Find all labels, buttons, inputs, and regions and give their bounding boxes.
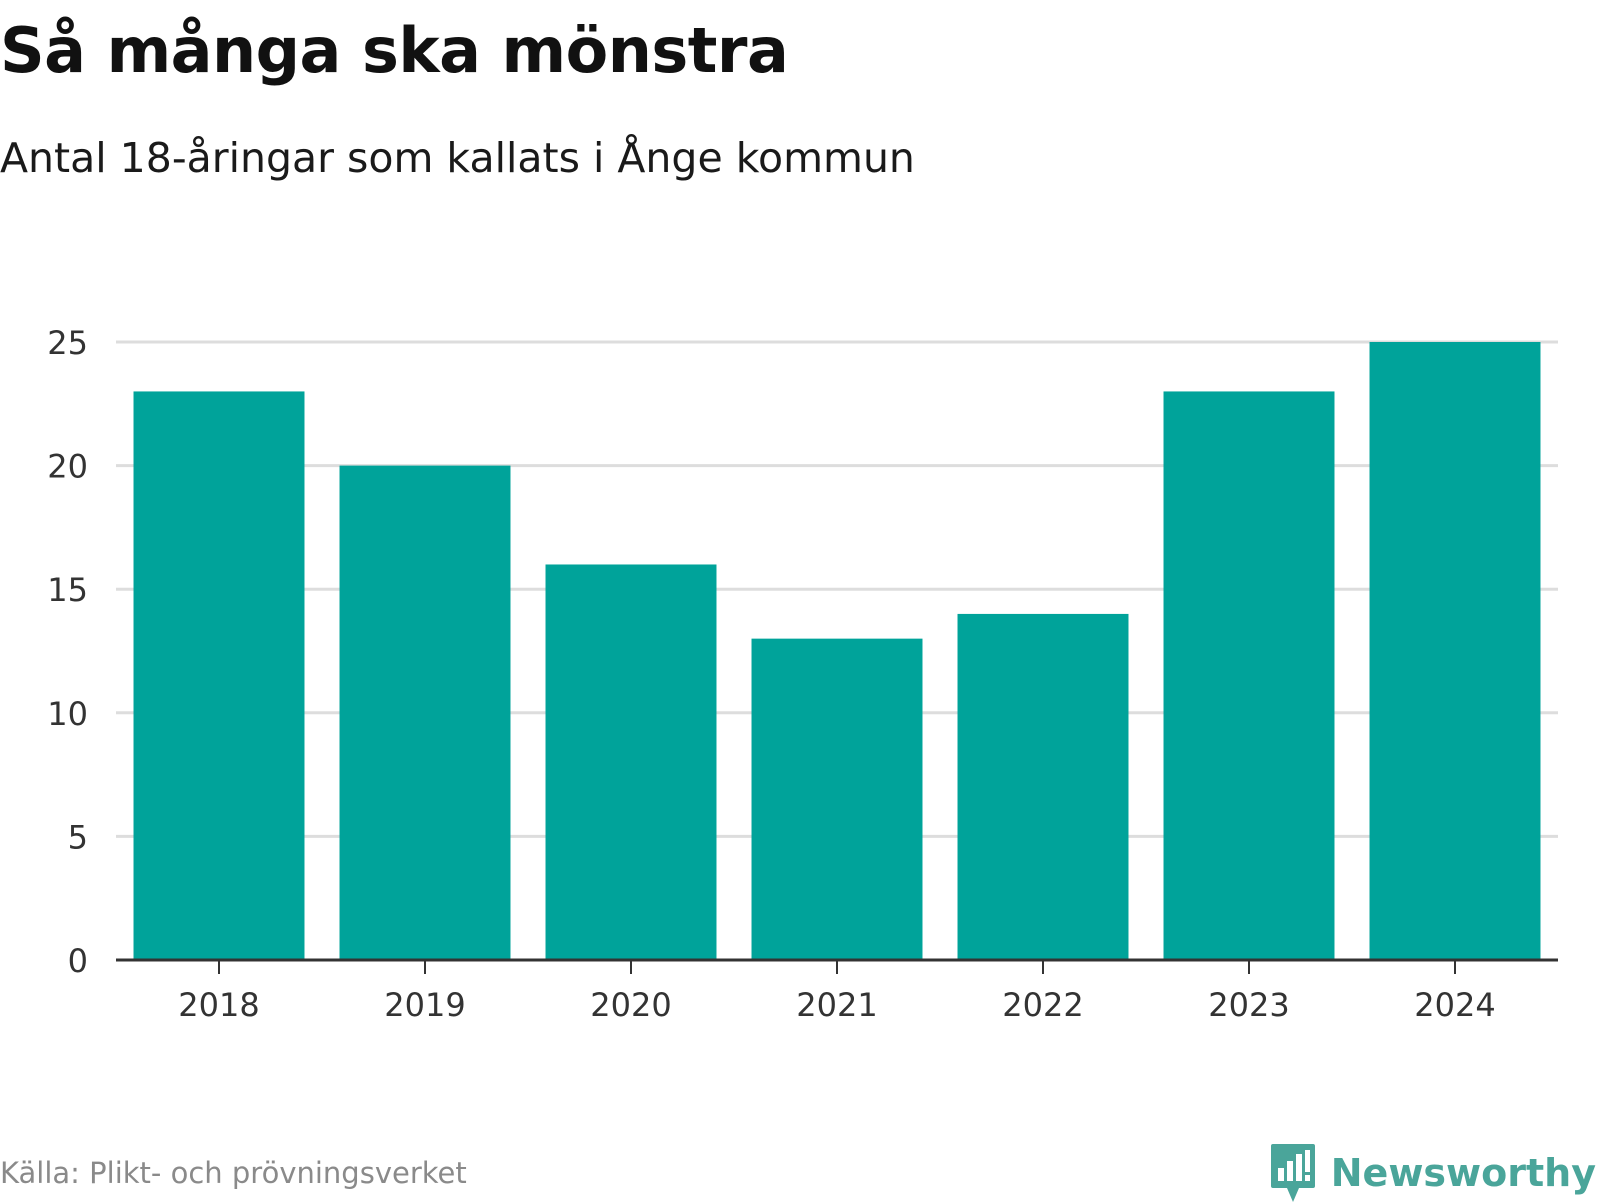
brand-name: Newsworthy xyxy=(1330,1151,1596,1195)
y-tick-label: 15 xyxy=(47,571,88,609)
y-tick-label: 20 xyxy=(47,448,88,486)
bar-2022 xyxy=(957,613,1129,960)
x-tick-label: 2021 xyxy=(796,986,877,1024)
x-tick-label: 2023 xyxy=(1208,986,1289,1024)
x-tick-label: 2018 xyxy=(178,986,259,1024)
y-tick-label: 25 xyxy=(47,324,88,362)
x-tick-label: 2020 xyxy=(590,986,671,1024)
bar-2024 xyxy=(1369,342,1541,960)
bar-2020 xyxy=(545,564,717,960)
y-tick-label: 0 xyxy=(68,942,88,980)
newsworthy-logo-icon xyxy=(1270,1144,1315,1202)
x-tick-label: 2022 xyxy=(1002,986,1083,1024)
x-tick-label: 2019 xyxy=(384,986,465,1024)
bar-2018 xyxy=(133,391,305,960)
y-tick-label: 5 xyxy=(68,818,88,856)
brand-logo: Newsworthy xyxy=(1269,1142,1596,1204)
bar-2021 xyxy=(751,638,923,960)
chart-title: Så många ska mönstra xyxy=(0,14,789,87)
bar-2019 xyxy=(339,465,511,960)
x-tick-label: 2024 xyxy=(1414,986,1495,1024)
chart-subtitle: Antal 18-åringar som kallats i Ånge komm… xyxy=(0,134,915,182)
source-note: Källa: Plikt- och prövningsverket xyxy=(0,1156,467,1190)
y-tick-label: 10 xyxy=(47,695,88,733)
bar-2023 xyxy=(1163,391,1335,960)
